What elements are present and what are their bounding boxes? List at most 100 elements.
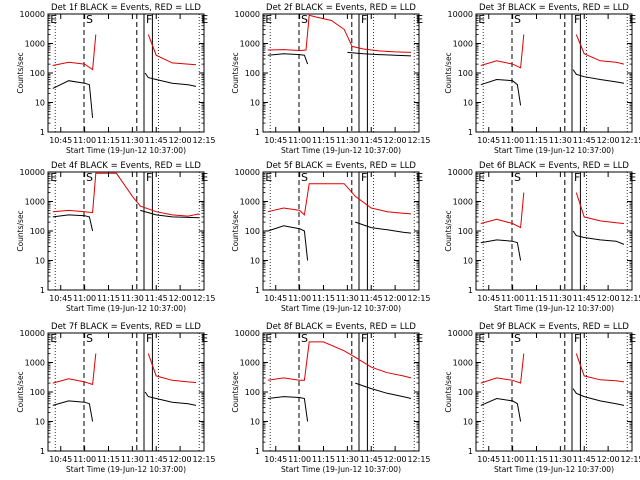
y-axis-label: Counts/sec — [231, 210, 240, 251]
series-line-lld — [267, 183, 412, 216]
series-line-lld — [267, 341, 412, 381]
y-tick-label: 10000 — [235, 10, 260, 19]
marker-label: F — [361, 332, 367, 345]
series-line-lld — [480, 353, 625, 384]
x-tick-label: 11:30 — [121, 455, 144, 464]
series-line-lld — [480, 192, 625, 229]
x-tick-label: 11:45 — [145, 294, 168, 303]
plot-frame — [262, 332, 420, 452]
y-tick-label: 1000 — [25, 198, 45, 207]
x-tick-label: 11:00 — [288, 455, 311, 464]
y-tick-label: 1 — [255, 447, 260, 456]
y-axis-label: Counts/sec — [16, 210, 25, 251]
y-tick-label: 1000 — [453, 359, 473, 368]
y-tick-label: 10 — [250, 257, 260, 266]
y-tick-label: 100 — [30, 227, 45, 236]
marker-label: F — [146, 171, 152, 184]
x-tick-label: 12:00 — [597, 136, 620, 145]
y-tick-label: 10000 — [20, 10, 45, 19]
panel-title: Det 6f BLACK = Events, RED = LLD — [479, 161, 629, 171]
y-tick-label: 10000 — [20, 168, 45, 177]
x-axis-label: Start Time (19-Jun-12 10:37:00) — [494, 304, 614, 313]
marker-label: F — [146, 13, 152, 26]
x-tick-label: 11:30 — [549, 136, 572, 145]
y-tick-label: 1000 — [240, 198, 260, 207]
y-tick-label: 1 — [40, 447, 45, 456]
x-tick-label: 12:15 — [192, 136, 215, 145]
x-tick-label: 11:00 — [501, 455, 524, 464]
series-line-events — [480, 388, 625, 422]
x-tick-label: 11:00 — [501, 294, 524, 303]
y-tick-label: 10000 — [448, 329, 473, 338]
x-tick-label: 10:45 — [477, 294, 500, 303]
marker-label: E — [629, 332, 636, 345]
plot-frame — [475, 13, 633, 133]
y-axis-label: Counts/sec — [444, 210, 453, 251]
marker-label: S — [301, 13, 308, 26]
x-tick-label: 11:30 — [121, 294, 144, 303]
series-line-events — [267, 51, 412, 65]
series-line-lld — [52, 172, 200, 217]
marker-label: F — [361, 13, 367, 26]
x-tick-label: 10:45 — [477, 136, 500, 145]
x-tick-label: 11:00 — [73, 455, 96, 464]
series-line-events — [480, 230, 625, 261]
y-tick-label: 1000 — [240, 359, 260, 368]
x-tick-label: 11:15 — [525, 136, 548, 145]
marker-label: S — [514, 332, 521, 345]
x-tick-label: 11:15 — [97, 136, 120, 145]
y-axis-label: Counts/sec — [16, 371, 25, 412]
x-tick-label: 11:45 — [145, 455, 168, 464]
x-tick-label: 11:00 — [288, 136, 311, 145]
y-tick-label: 100 — [30, 388, 45, 397]
x-tick-label: 10:45 — [49, 136, 72, 145]
x-tick-label: 12:15 — [192, 294, 215, 303]
y-tick-label: 1000 — [25, 359, 45, 368]
y-tick-label: 100 — [245, 69, 260, 78]
x-tick-label: 11:15 — [312, 294, 335, 303]
x-tick-label: 12:00 — [384, 455, 407, 464]
panel-title: Det 3f BLACK = Events, RED = LLD — [479, 3, 629, 13]
x-tick-label: 11:45 — [360, 294, 383, 303]
marker-label: F — [361, 171, 367, 184]
marker-label: E — [629, 171, 636, 184]
marker-label: E — [416, 13, 423, 26]
marker-label: F — [574, 171, 580, 184]
x-tick-label: 11:00 — [73, 136, 96, 145]
x-tick-label: 12:00 — [169, 455, 192, 464]
x-tick-label: 12:15 — [407, 455, 430, 464]
x-tick-label: 12:15 — [620, 294, 640, 303]
y-tick-label: 10 — [463, 257, 473, 266]
y-tick-label: 10 — [250, 99, 260, 108]
y-tick-label: 10000 — [235, 168, 260, 177]
y-tick-label: 10000 — [448, 10, 473, 19]
x-tick-label: 11:30 — [549, 455, 572, 464]
x-tick-label: 10:45 — [264, 136, 287, 145]
marker-label: E — [50, 332, 57, 345]
marker-label: E — [265, 332, 272, 345]
x-tick-label: 11:45 — [573, 136, 596, 145]
panel-title: Det 9f BLACK = Events, RED = LLD — [479, 322, 629, 332]
x-tick-label: 11:15 — [97, 455, 120, 464]
y-tick-label: 100 — [458, 388, 473, 397]
x-tick-label: 10:45 — [49, 294, 72, 303]
marker-label: S — [514, 171, 521, 184]
marker-label: E — [478, 332, 485, 345]
marker-label: S — [514, 13, 521, 26]
series-line-lld — [52, 34, 197, 71]
plot-frame — [475, 171, 633, 291]
plot-frame — [262, 13, 420, 133]
y-tick-label: 10 — [35, 418, 45, 427]
marker-label: E — [478, 13, 485, 26]
series-line-lld — [480, 34, 625, 69]
x-tick-label: 11:30 — [121, 136, 144, 145]
marker-label: F — [146, 332, 152, 345]
y-tick-label: 1000 — [453, 198, 473, 207]
marker-label: E — [201, 171, 208, 184]
x-tick-label: 11:15 — [312, 455, 335, 464]
